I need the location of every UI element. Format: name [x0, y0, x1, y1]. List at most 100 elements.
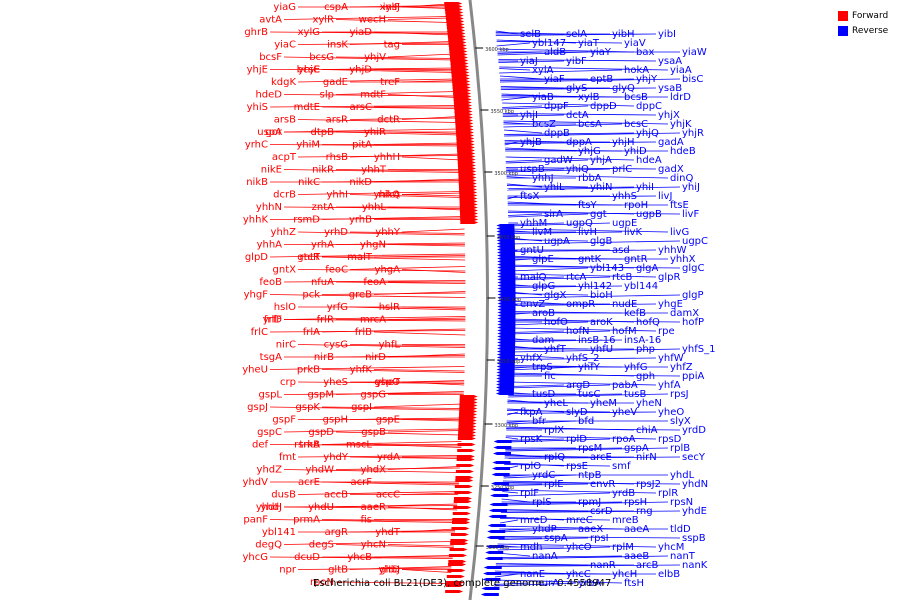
- reverse-gene-label: bcsZ: [532, 119, 556, 130]
- forward-gene-arrow: [456, 143, 475, 146]
- forward-connector-line: [349, 231, 465, 234]
- reverse-gene-arrow: [497, 260, 516, 263]
- forward-connector-line: [335, 19, 451, 23]
- reverse-gene-label: yiaA: [670, 65, 692, 76]
- forward-gene-arrow: [456, 140, 475, 143]
- forward-connector-line: [321, 292, 466, 295]
- reverse-gene-arrow: [496, 356, 515, 359]
- forward-gene-arrow: [458, 419, 477, 422]
- forward-gene-label: yhjC: [298, 65, 320, 76]
- reverse-gene-label: yhfX: [520, 353, 543, 364]
- forward-gene-label: ybl141: [262, 527, 296, 538]
- forward-connector-line: [349, 456, 461, 459]
- axis-tick-label: 3400 kbp: [497, 297, 521, 303]
- forward-gene-arrow: [448, 44, 467, 47]
- reverse-connector-line: [509, 330, 611, 335]
- reverse-gene-label: yhjH: [612, 137, 635, 148]
- forward-gene-label: feoC: [325, 265, 348, 276]
- reverse-gene-label: ugpA: [544, 236, 570, 247]
- reverse-gene-label: glyQ: [612, 83, 635, 94]
- forward-gene-label: yhdY: [323, 452, 349, 463]
- reverse-connector-line: [497, 546, 611, 551]
- forward-gene-arrow: [447, 29, 466, 32]
- reverse-gene-label: ppiA: [682, 371, 704, 382]
- forward-gene-label: yrhB: [349, 215, 372, 226]
- forward-gene-arrow: [455, 125, 474, 128]
- reverse-connector-line: [505, 438, 565, 441]
- reverse-connector-line: [501, 96, 531, 101]
- reverse-gene-label: yhhW: [658, 245, 687, 256]
- forward-gene-arrow: [457, 161, 476, 164]
- forward-gene-label: arsR: [326, 115, 348, 126]
- reverse-connector-line: [508, 222, 611, 227]
- reverse-gene-arrow: [497, 326, 516, 329]
- legend: Forward Reverse: [838, 8, 898, 38]
- forward-gene-arrow: [457, 449, 476, 452]
- reverse-connector-line: [496, 555, 669, 560]
- reverse-connector-line: [500, 518, 611, 521]
- forward-connector-line: [269, 444, 462, 447]
- forward-gene-label: xylR: [312, 15, 334, 26]
- reverse-gene-label: damX: [670, 308, 699, 319]
- forward-connector-line: [321, 106, 459, 109]
- forward-gene-label: nfuA: [311, 277, 334, 288]
- forward-gene-arrow: [453, 500, 472, 503]
- reverse-gene-label: tusB: [624, 389, 646, 400]
- reverse-gene-label: yhdN: [682, 479, 708, 490]
- reverse-gene-label: dppB: [544, 128, 570, 139]
- reverse-gene-label: dctA: [566, 110, 589, 121]
- reverse-connector-line: [509, 321, 589, 326]
- reverse-gene-arrow: [497, 299, 516, 302]
- reverse-gene-arrow: [493, 452, 512, 455]
- reverse-connector-line: [499, 66, 669, 71]
- reverse-connector-line: [502, 489, 657, 494]
- forward-gene-arrow: [449, 53, 468, 56]
- reverse-gene-label: yhdE: [682, 506, 707, 517]
- reverse-gene-arrow: [487, 524, 506, 527]
- forward-gene-arrow: [453, 506, 472, 509]
- reverse-gene-arrow: [497, 305, 516, 308]
- forward-gene-arrow: [456, 455, 475, 458]
- forward-gene-label: wecH: [359, 15, 386, 26]
- forward-gene-arrow: [451, 77, 470, 80]
- forward-gene-arrow: [446, 20, 465, 23]
- forward-connector-line: [283, 56, 455, 61]
- forward-gene-label: yhhT: [361, 165, 387, 176]
- reverse-gene-arrow: [491, 482, 510, 485]
- forward-gene-arrow: [454, 491, 473, 494]
- reverse-gene-label: mreB: [612, 515, 639, 526]
- forward-gene-arrow: [456, 146, 475, 149]
- reverse-gene-label: yhfA: [658, 380, 681, 391]
- reverse-gene-label: livF: [682, 209, 699, 220]
- reverse-gene-arrow: [497, 266, 516, 269]
- forward-connector-line: [335, 281, 466, 284]
- reverse-gene-arrow: [496, 368, 515, 371]
- forward-gene-label: yhfK: [350, 365, 373, 376]
- legend-forward-label: Forward: [852, 10, 889, 21]
- legend-forward: Forward: [838, 8, 898, 23]
- forward-gene-arrow: [445, 17, 464, 20]
- reverse-connector-line: [509, 293, 589, 296]
- reverse-gene-label: glpE: [532, 254, 554, 265]
- reverse-gene-arrow: [485, 551, 504, 554]
- forward-connector-line: [321, 69, 456, 73]
- forward-gene-arrow: [459, 206, 478, 209]
- forward-gene-label: yhcN: [361, 540, 386, 551]
- reverse-gene-label: rplQ: [544, 452, 565, 463]
- forward-gene-arrow: [452, 80, 471, 83]
- reverse-connector-line: [509, 266, 681, 269]
- reverse-connector-line: [505, 438, 611, 443]
- forward-connector-line: [387, 206, 464, 211]
- forward-gene-arrow: [458, 173, 477, 176]
- forward-connector-line: [297, 567, 452, 570]
- forward-gene-arrow: [459, 188, 478, 191]
- reverse-gene-label: yhfS_2: [566, 353, 600, 364]
- forward-connector-line: [283, 169, 463, 173]
- forward-gene-label: yiaD: [349, 27, 372, 38]
- forward-gene-label: yhiR: [364, 127, 386, 138]
- forward-connector-line: [269, 294, 466, 298]
- reverse-gene-label: rtcB: [612, 272, 633, 283]
- reverse-gene-label: rpmJ: [578, 497, 601, 508]
- reverse-gene-label: gntU: [520, 245, 544, 256]
